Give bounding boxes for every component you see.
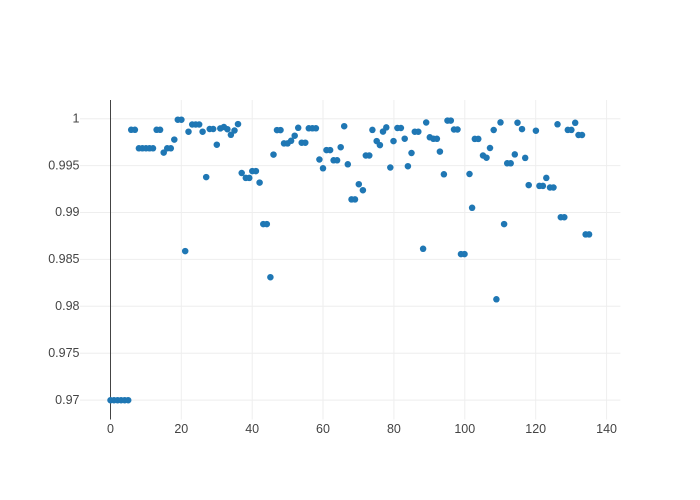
svg-text:120: 120 (525, 422, 546, 436)
svg-text:0.99: 0.99 (55, 205, 79, 219)
svg-text:20: 20 (174, 422, 188, 436)
svg-text:0.995: 0.995 (48, 158, 79, 172)
svg-text:1: 1 (73, 111, 80, 125)
svg-text:60: 60 (316, 422, 330, 436)
svg-text:0.97: 0.97 (55, 393, 79, 407)
svg-text:0.985: 0.985 (48, 252, 79, 266)
svg-text:0.975: 0.975 (48, 346, 79, 360)
svg-text:0.98: 0.98 (55, 299, 79, 313)
svg-text:40: 40 (245, 422, 259, 436)
svg-text:100: 100 (454, 422, 475, 436)
svg-text:140: 140 (596, 422, 617, 436)
svg-text:80: 80 (387, 422, 401, 436)
svg-text:0: 0 (107, 422, 114, 436)
